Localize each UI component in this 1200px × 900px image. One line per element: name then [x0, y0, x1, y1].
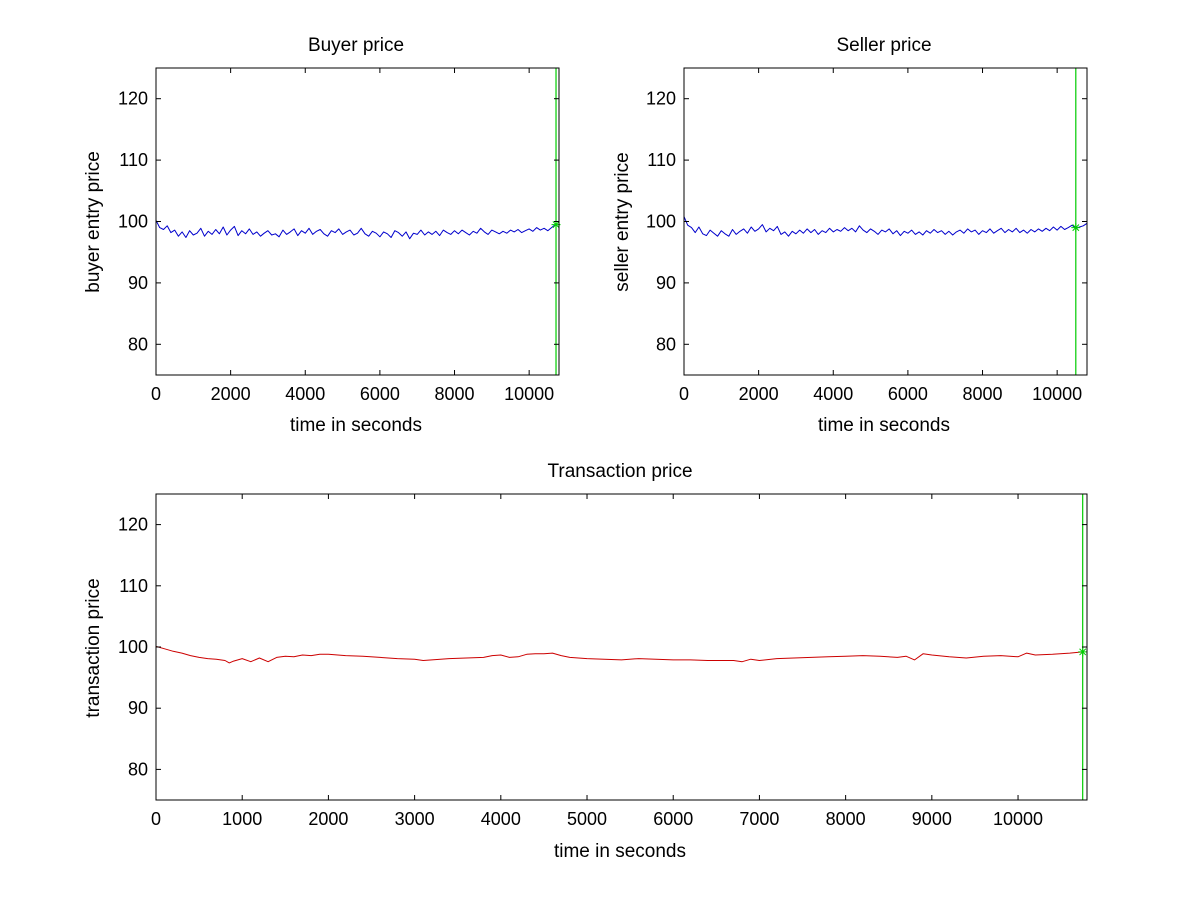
transaction-price-xtick-label: 7000	[739, 809, 779, 829]
transaction-price-xtick-label: 1000	[222, 809, 262, 829]
seller-price-xtick-label: 10000	[1032, 384, 1082, 404]
buyer-price-xtick-label: 8000	[434, 384, 474, 404]
transaction-price-xtick-label: 3000	[395, 809, 435, 829]
transaction-price-ytick-label: 90	[128, 698, 148, 718]
seller-price-xtick-label: 0	[679, 384, 689, 404]
seller-price-xtick-label: 2000	[739, 384, 779, 404]
transaction-price-xtick-label: 10000	[993, 809, 1043, 829]
seller-price-xtick-label: 8000	[962, 384, 1002, 404]
transaction-price-ytick-label: 80	[128, 759, 148, 779]
seller-price-title: Seller price	[836, 35, 931, 56]
transaction-price-ytick-label: 100	[118, 637, 148, 657]
transaction-price-ytick-label: 120	[118, 515, 148, 535]
buyer-price-series-line-0	[155, 220, 556, 240]
buyer-price-plot-area: 0 2000 4000 6000 8000 10000 80 90 100 110 120	[118, 67, 561, 404]
seller-price-star-marker-0	[1071, 223, 1081, 233]
seller-price-xtick-label: 4000	[813, 384, 853, 404]
buyer-price-xtick-label: 6000	[360, 384, 400, 404]
transaction-price-star-marker-0	[1078, 647, 1088, 657]
seller-price-ytick-label: 110	[647, 150, 676, 170]
transaction-price-xtick-label: 8000	[826, 809, 866, 829]
buyer-price-xtick-label: 0	[151, 384, 161, 404]
buyer-price-ytick-label: 120	[118, 89, 148, 109]
transaction-price-xtick-label: 6000	[653, 809, 693, 829]
seller-price-ytick-label: 100	[646, 212, 676, 232]
buyer-price-xtick-label: 4000	[285, 384, 325, 404]
transaction-price-xtick-label: 2000	[308, 809, 348, 829]
seller-price-plot-area: 0 2000 4000 6000 8000 10000 80 90 100 110 120	[646, 67, 1088, 404]
seller-price-ytick-label: 80	[656, 334, 676, 354]
seller-price-series-line-0	[683, 216, 1088, 237]
buyer-price-ytick-label: 100	[118, 212, 148, 232]
buyer-price-xtick-label: 10000	[504, 384, 554, 404]
seller-price-xtick-label: 6000	[888, 384, 928, 404]
transaction-price-xtick-label: 0	[151, 809, 161, 829]
transaction-price-xlabel: time in seconds	[554, 841, 686, 862]
buyer-price-ytick-label: 80	[128, 334, 148, 354]
transaction-price-title: Transaction price	[547, 461, 692, 482]
transaction-price-ylabel: transaction price	[83, 578, 104, 717]
transaction-price-xtick-label: 5000	[567, 809, 607, 829]
buyer-price-panel: Buyer price time in seconds buyer entry …	[83, 35, 561, 436]
transaction-price-ytick-label: 110	[119, 576, 148, 596]
transaction-price-xtick-label: 9000	[912, 809, 952, 829]
seller-price-ylabel: seller entry price	[612, 152, 633, 291]
buyer-price-xtick-label: 2000	[211, 384, 251, 404]
seller-price-ytick-label: 120	[646, 89, 676, 109]
transaction-price-plot-area: 0 1000 2000 3000 4000 5000 6000 7000 8000 9000 100…	[118, 493, 1088, 829]
buyer-price-ylabel: buyer entry price	[83, 151, 104, 293]
seller-price-xlabel: time in seconds	[818, 415, 950, 436]
seller-price-panel: Seller price time in seconds seller entr…	[612, 35, 1088, 436]
transaction-price-series-line-0	[155, 645, 1083, 664]
buyer-price-star-marker-0	[551, 220, 561, 230]
buyer-price-ytick-label: 90	[128, 273, 148, 293]
seller-price-ytick-label: 90	[656, 273, 676, 293]
buyer-price-ytick-label: 110	[119, 150, 148, 170]
transaction-price-panel: Transaction price time in seconds transa…	[83, 461, 1088, 862]
buyer-price-title: Buyer price	[308, 35, 404, 56]
buyer-price-xlabel: time in seconds	[290, 415, 422, 436]
transaction-price-xtick-label: 4000	[481, 809, 521, 829]
